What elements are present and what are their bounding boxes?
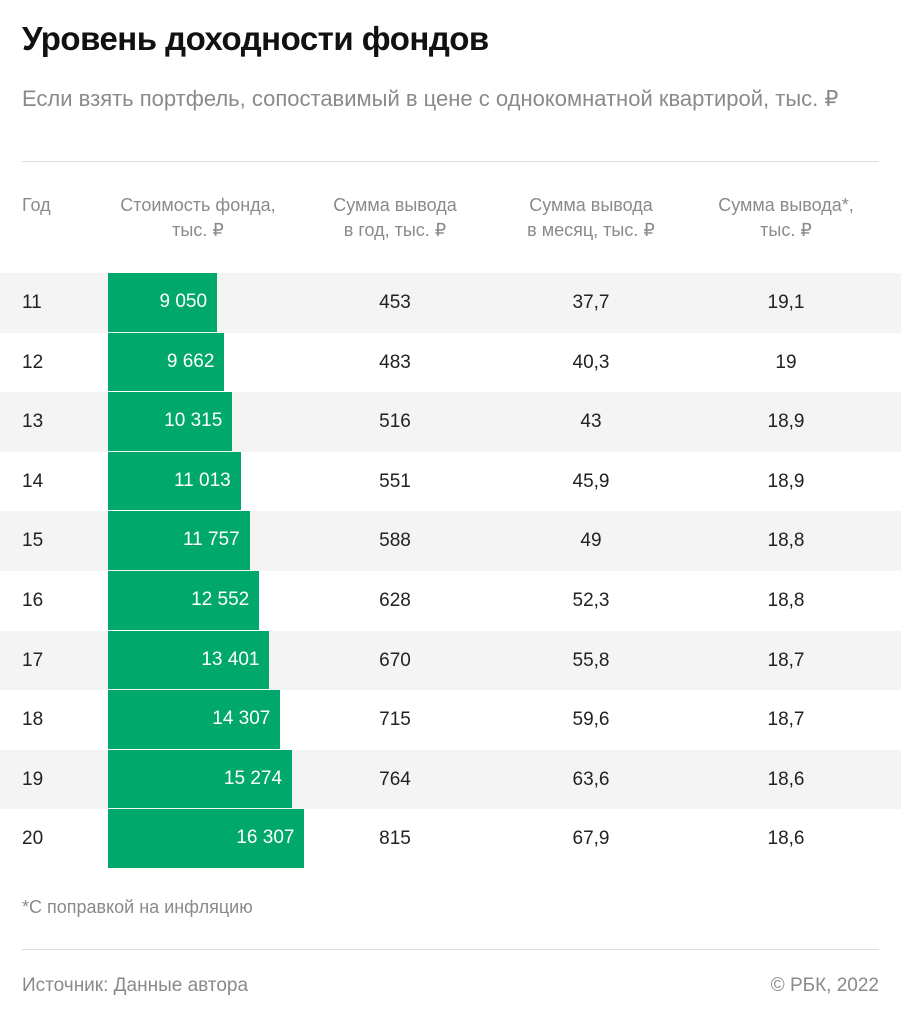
year-cell: 13 <box>22 411 44 433</box>
column-header: Год <box>22 193 51 218</box>
divider-top <box>22 161 879 162</box>
adjusted-sum-cell: 19,1 <box>767 292 805 313</box>
year-cell: 12 <box>22 351 44 373</box>
table-row: 15 11 757 588 49 18,8 <box>0 511 901 571</box>
year-cell: 14 <box>22 470 44 492</box>
adjusted-sum-cell: 18,7 <box>767 649 805 671</box>
adjusted-sum-cell: 18,6 <box>767 768 805 790</box>
adjusted-sum-cell: 18,7 <box>767 709 805 731</box>
fund-bar: 9 050 <box>108 273 218 332</box>
adjusted-sum-cell: 18,9 <box>767 411 805 433</box>
fund-bar: 10 315 <box>108 392 233 451</box>
copyright: © РБК, 2022 <box>770 975 879 996</box>
header-line: Сумма вывода <box>333 195 457 215</box>
source: Источник: Данные автора <box>22 975 249 996</box>
header-line: тыс. ₽ <box>760 220 812 240</box>
year-sum-cell: 670 <box>379 649 411 671</box>
header-line: Сумма вывода <box>529 195 653 215</box>
adjusted-sum-cell: 18,8 <box>767 530 805 552</box>
fund-bar: 9 662 <box>108 332 225 392</box>
year-cell: 17 <box>22 649 44 671</box>
month-sum-cell: 63,6 <box>572 768 610 790</box>
month-sum-cell: 59,6 <box>572 709 610 731</box>
year-cell: 18 <box>22 709 44 731</box>
table-row: 19 15 274 764 63,6 18,6 <box>0 749 901 810</box>
month-sum-cell: 40,3 <box>572 351 610 373</box>
header-line: тыс. ₽ <box>172 220 224 240</box>
month-sum-cell: 45,9 <box>572 470 610 492</box>
table-row: 11 9 050 453 37,7 19,1 <box>0 273 901 333</box>
subtitle: Если взять портфель, сопоставимый в цене… <box>22 86 839 111</box>
adjusted-sum-cell: 18,8 <box>767 590 805 611</box>
column-header: Стоимость фонда, тыс. ₽ <box>98 193 298 243</box>
adjusted-sum-cell: 18,9 <box>767 470 805 492</box>
month-sum-cell: 52,3 <box>572 590 610 611</box>
year-sum-cell: 628 <box>379 590 411 611</box>
year-sum-cell: 588 <box>379 530 411 552</box>
fund-bar: 15 274 <box>108 749 293 809</box>
page-title: Уровень доходности фондов <box>22 20 489 57</box>
month-sum-cell: 55,8 <box>572 649 610 671</box>
year-sum-cell: 551 <box>379 470 411 492</box>
header-line: в месяц, тыс. ₽ <box>527 220 655 240</box>
year-cell: 11 <box>22 292 42 313</box>
adjusted-sum-cell: 18,6 <box>767 828 805 850</box>
year-sum-cell: 715 <box>379 709 411 731</box>
month-sum-cell: 67,9 <box>572 828 610 850</box>
fund-bar: 12 552 <box>108 571 260 630</box>
year-cell: 19 <box>22 768 44 790</box>
year-sum-cell: 483 <box>379 351 411 373</box>
column-header: Сумма вывода в месяц, тыс. ₽ <box>491 193 691 243</box>
table-row: 14 11 013 551 45,9 18,9 <box>0 451 901 512</box>
year-cell: 20 <box>22 828 44 850</box>
year-sum-cell: 764 <box>379 768 411 790</box>
table-row: 17 13 401 670 55,8 18,7 <box>0 630 901 691</box>
year-cell: 15 <box>22 530 44 552</box>
header-line: Год <box>22 195 51 215</box>
fund-bar: 14 307 <box>108 690 281 749</box>
month-sum-cell: 49 <box>580 530 602 552</box>
table-row: 13 10 315 516 43 18,9 <box>0 392 901 452</box>
header-line: в год, тыс. ₽ <box>343 220 447 240</box>
table-row: 12 9 662 483 40,3 19 <box>0 332 901 393</box>
adjusted-sum-cell: 19 <box>775 351 797 373</box>
divider-bottom <box>22 949 879 950</box>
column-header: Сумма вывода*, тыс. ₽ <box>686 193 886 243</box>
fund-bar: 16 307 <box>108 809 305 868</box>
fund-bar: 13 401 <box>108 630 270 690</box>
year-cell: 16 <box>22 590 44 611</box>
year-sum-cell: 453 <box>379 292 411 313</box>
table-row: 18 14 307 715 59,6 18,7 <box>0 690 901 750</box>
column-header: Сумма вывода в год, тыс. ₽ <box>295 193 495 243</box>
year-sum-cell: 516 <box>379 411 411 433</box>
table-row: 16 12 552 628 52,3 18,8 <box>0 571 901 631</box>
month-sum-cell: 37,7 <box>572 292 610 313</box>
footnote: *С поправкой на инфляцию <box>22 897 253 917</box>
header-line: Сумма вывода*, <box>718 195 854 215</box>
table-row: 20 16 307 815 67,9 18,6 <box>0 809 901 869</box>
fund-bar: 11 757 <box>108 511 250 570</box>
header-line: Стоимость фонда, <box>120 195 276 215</box>
year-sum-cell: 815 <box>379 828 411 850</box>
fund-bar: 11 013 <box>108 451 241 511</box>
month-sum-cell: 43 <box>580 411 602 433</box>
